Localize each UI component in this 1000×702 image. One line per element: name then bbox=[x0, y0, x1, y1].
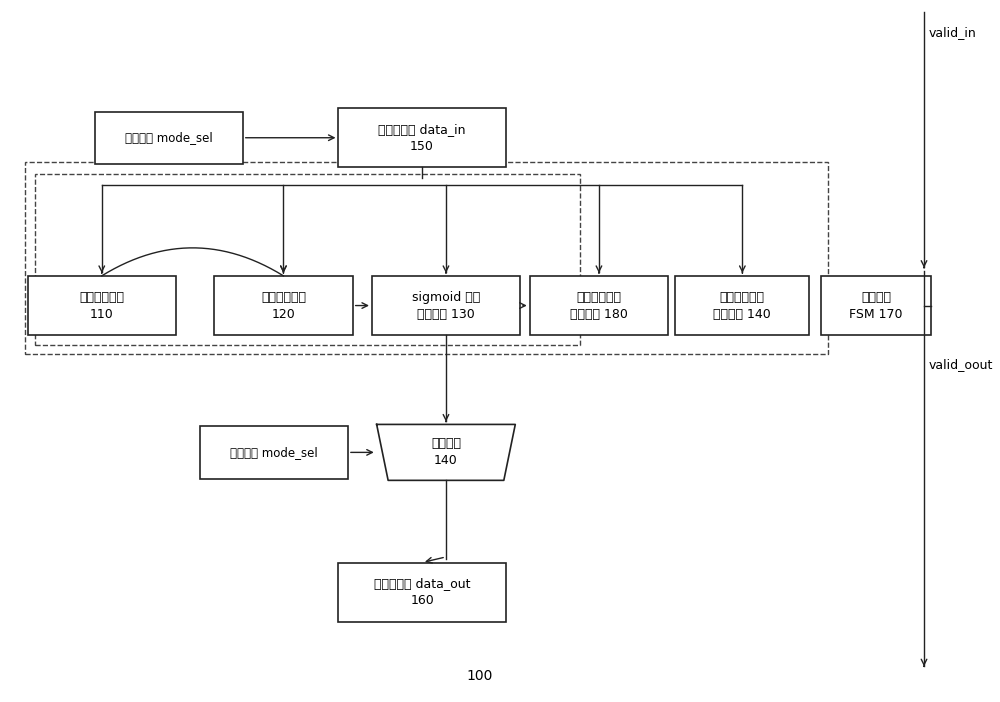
Text: 运算模式 mode_sel: 运算模式 mode_sel bbox=[230, 446, 318, 459]
Bar bbox=[675, 276, 809, 336]
Text: 数据输出端 data_out
160: 数据输出端 data_out 160 bbox=[374, 577, 470, 607]
Bar bbox=[372, 276, 520, 336]
Bar bbox=[214, 276, 353, 336]
Bar bbox=[25, 162, 828, 355]
Bar bbox=[530, 276, 668, 336]
Text: 100: 100 bbox=[466, 669, 493, 683]
Polygon shape bbox=[377, 425, 515, 480]
Text: 数据输入端 data_in
150: 数据输入端 data_in 150 bbox=[378, 123, 466, 153]
Text: sigmoid 函数
运算单元 130: sigmoid 函数 运算单元 130 bbox=[412, 291, 480, 321]
Text: valid_in: valid_in bbox=[929, 27, 977, 39]
Bar bbox=[200, 426, 348, 479]
Text: 除法运算单元
120: 除法运算单元 120 bbox=[261, 291, 306, 321]
Bar bbox=[338, 562, 506, 622]
Text: 控制单元
FSM 170: 控制单元 FSM 170 bbox=[849, 291, 903, 321]
Text: 运算模式 mode_sel: 运算模式 mode_sel bbox=[125, 131, 213, 144]
Bar bbox=[95, 112, 243, 164]
Text: valid_oout: valid_oout bbox=[929, 359, 993, 371]
Bar bbox=[338, 108, 506, 168]
Text: 双曲正切函数
运算单元 180: 双曲正切函数 运算单元 180 bbox=[570, 291, 628, 321]
Bar bbox=[821, 276, 931, 336]
Text: 线性整流函数
运算单元 140: 线性整流函数 运算单元 140 bbox=[713, 291, 771, 321]
Bar bbox=[35, 174, 580, 345]
Bar bbox=[28, 276, 176, 336]
Text: 指数运算单元
110: 指数运算单元 110 bbox=[79, 291, 124, 321]
Text: 选择单元
140: 选择单元 140 bbox=[431, 437, 461, 468]
